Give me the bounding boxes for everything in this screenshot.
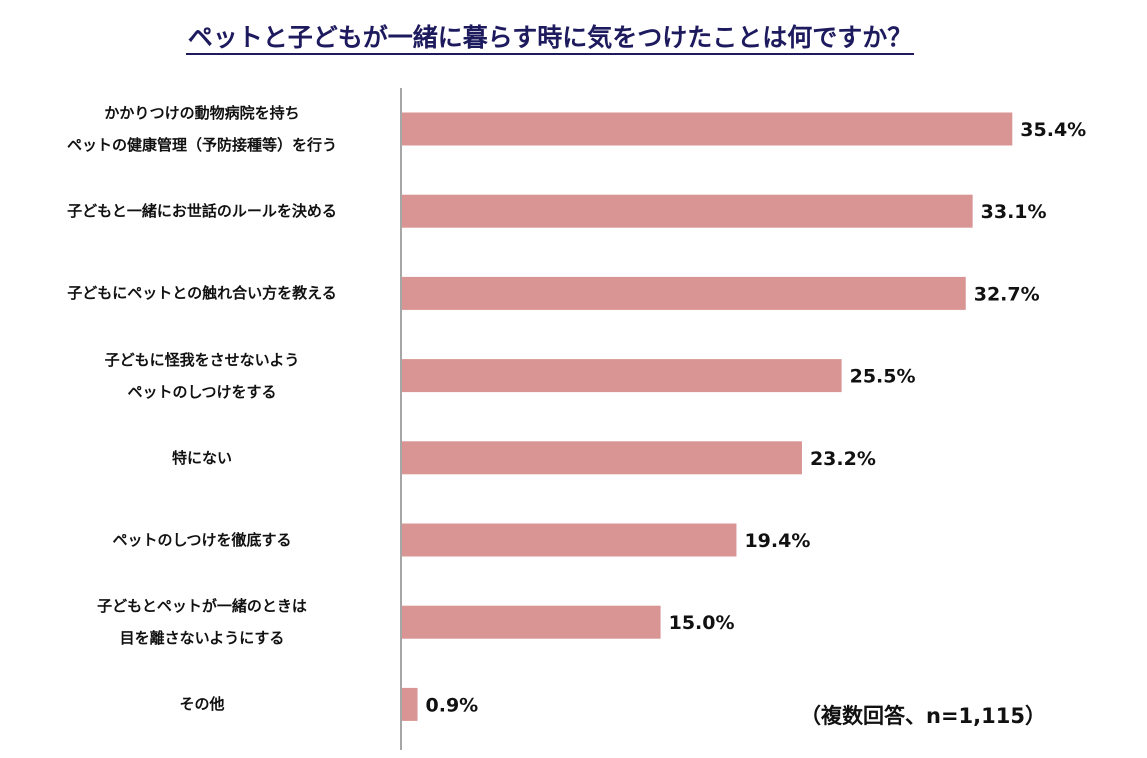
category-label-line: その他 [179, 695, 225, 714]
category-label: 子どもに怪我をさせないよう ペットのしつけをする [22, 344, 382, 408]
category-label-line: 子どもと一緒にお世話のルールを決める [67, 202, 337, 221]
bar [402, 441, 802, 475]
data-label: 33.1% [981, 201, 1047, 223]
category-label-line: 子どもにペットとの触れ合い方を教える [67, 284, 337, 303]
category-label-line: 子どもに怪我をさせないよう [104, 350, 300, 369]
data-label: 23.2% [810, 448, 876, 470]
category-label: ペットのしつけを徹底する [22, 524, 382, 556]
bar [402, 605, 661, 639]
category-label: かかりつけの動物病院を持ちペットの健康管理（予防接種等）を行う [22, 97, 382, 161]
bar [402, 276, 966, 310]
chart-title: ペットと子どもが一緒に暮らす時に気をつけたことは何ですか？ [0, 18, 1100, 55]
category-label-line: ペットの健康管理（予防接種等）を行う [66, 136, 337, 154]
category-label-line: ペットのしつけをする [127, 382, 277, 401]
category-label-line: 子どもとペットが一緒のときは [97, 597, 307, 616]
data-label: 25.5% [850, 366, 916, 388]
sample-note: （複数回答、n=1,115） [800, 704, 1046, 728]
category-label-line: 目を離さないようにする [119, 629, 285, 648]
category-label-line: かかりつけの動物病院を持ち [104, 104, 300, 122]
category-label: 特にない [22, 442, 382, 474]
category-label: 子どもとペットが一緒のときは 目を離さないようにする [22, 590, 382, 654]
bar [402, 523, 737, 557]
data-label: 19.4% [744, 530, 810, 552]
data-label: 15.0% [669, 612, 735, 634]
bar [402, 359, 842, 393]
category-label: その他 [22, 688, 382, 720]
data-label: 0.9% [426, 694, 479, 716]
bar [402, 194, 973, 228]
bar [402, 687, 418, 721]
bar [402, 112, 1013, 146]
data-label: 32.7% [974, 283, 1040, 305]
category-label: 子どもにペットとの触れ合い方を教える [22, 277, 382, 309]
category-label-line: 特にない [171, 448, 232, 467]
category-label: 子どもと一緒にお世話のルールを決める [22, 195, 382, 227]
data-label: 35.4% [1020, 119, 1086, 141]
category-label-line: ペットのしつけを徹底する [112, 531, 292, 549]
